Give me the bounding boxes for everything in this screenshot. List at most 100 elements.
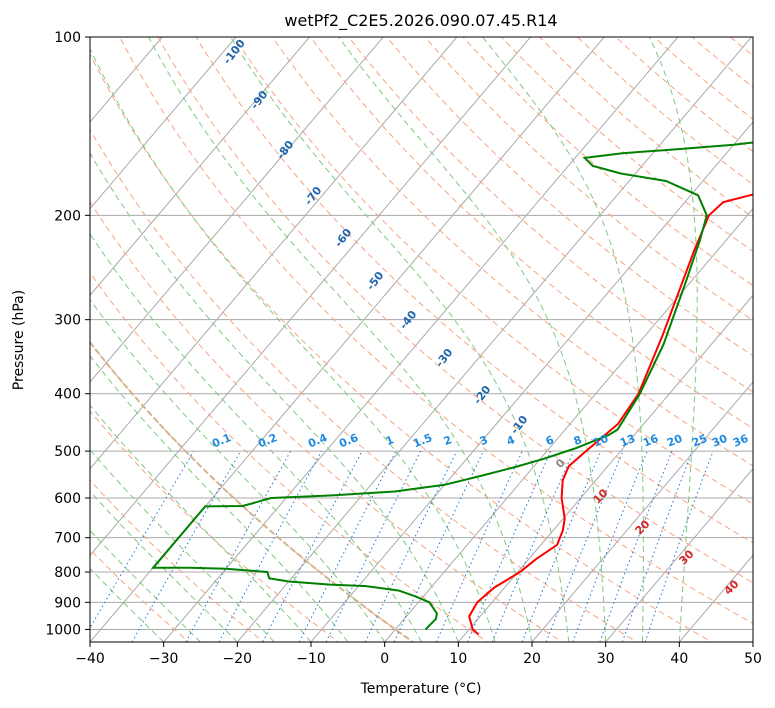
x-axis-label: Temperature (°C) <box>360 681 482 697</box>
isotherm-line <box>310 121 753 642</box>
x-tick-label: 40 <box>670 651 688 667</box>
isotherm-line <box>90 37 458 470</box>
x-axis: −40 −30 −20 −10 0 10 20 30 40 50 <box>75 642 762 667</box>
line-labels: -100-90-80-70-60-50-40-30-20-100.1 0.2 0.4… <box>210 37 750 598</box>
chart-title: wetPf2_C2E5.2026.090.07.45.R14 <box>284 11 557 31</box>
x-tick-label: −40 <box>75 651 105 667</box>
isotherm-line <box>236 37 752 642</box>
dry-adiabat-line <box>90 53 713 642</box>
mixing-ratio-line <box>298 450 397 642</box>
y-tick-label: 800 <box>54 565 81 581</box>
dry-adiabat-line <box>119 37 753 624</box>
isotherm-line <box>384 207 753 642</box>
dry-adiabat-line <box>90 410 340 642</box>
mixing-ratio-line <box>621 450 693 642</box>
mixing-ratio-line <box>491 450 574 642</box>
isotherm-label: -80 <box>274 138 297 162</box>
mixing-ratio-line <box>572 450 648 642</box>
moist-adiabat-line <box>90 47 496 642</box>
plot-frame <box>89 36 754 643</box>
moist-adiabat-line <box>338 37 607 642</box>
isotherm-label: -60 <box>332 226 355 250</box>
dry-adiabat-line <box>309 37 753 430</box>
isotherm-line <box>752 641 753 642</box>
y-tick-label: 900 <box>54 595 81 611</box>
y-tick-label: 1000 <box>45 622 81 638</box>
mixing-ratio-label: 30 <box>710 432 729 450</box>
dry-adiabat-line <box>90 548 190 642</box>
x-tick-label: 10 <box>449 651 467 667</box>
mixing-ratio-line <box>364 450 458 642</box>
dry-adiabat-line <box>348 37 753 393</box>
dry-adiabat-line <box>90 201 564 642</box>
moist-adiabat-line <box>90 490 238 642</box>
dry-adiabat-line <box>653 37 753 120</box>
y-axis-label: Pressure (hPa) <box>11 290 27 390</box>
moist-adiabat-line <box>230 37 570 642</box>
isotherm-line <box>163 37 679 642</box>
adiabat-label: 40 <box>722 577 742 597</box>
moist-adiabat-line <box>147 37 533 642</box>
y-tick-label: 600 <box>54 491 81 507</box>
isotherm-line <box>678 554 753 642</box>
dry-adiabat-line <box>576 37 753 185</box>
isotherm-label: -90 <box>248 88 271 112</box>
moist-adiabat-line <box>90 298 386 642</box>
x-tick-label: 30 <box>597 651 615 667</box>
mixing-ratio-label: 20 <box>665 432 684 450</box>
mixing-ratio-line <box>545 450 624 642</box>
isotherm-label: -40 <box>397 308 420 332</box>
mixing-ratio-label: 3 <box>478 433 490 448</box>
mixing-ratio-line <box>90 450 195 629</box>
moist-adiabat-line <box>90 355 349 642</box>
mixing-ratio-label: 16 <box>641 432 660 450</box>
dry-adiabat-line <box>90 479 265 642</box>
mixing-ratio-label: 0.4 <box>306 431 329 450</box>
dry-adiabat-line <box>233 37 753 505</box>
x-tick-label: 20 <box>523 651 541 667</box>
isotherm-label: -50 <box>364 269 387 293</box>
dry-adiabat-line <box>729 37 753 57</box>
background-lines <box>90 37 753 642</box>
y-tick-label: 300 <box>54 313 81 329</box>
temperature-profile <box>468 193 753 636</box>
isotherm-line <box>457 294 753 642</box>
dry-adiabat-line <box>691 37 753 88</box>
dry-adiabat-line <box>90 271 489 642</box>
dry-adiabat-line <box>462 37 753 287</box>
mixing-ratio-line <box>393 450 484 642</box>
mixing-ratio-label: 8 <box>572 433 584 448</box>
x-tick-label: 50 <box>744 651 762 667</box>
y-tick-label: 100 <box>54 30 81 46</box>
mixing-ratio-line <box>467 450 552 642</box>
dry-adiabat-line <box>538 37 753 219</box>
mixing-ratio-label: 13 <box>618 432 637 450</box>
mixing-ratio-label: 36 <box>731 432 750 450</box>
isotherm-line <box>531 381 753 642</box>
mixing-ratio-line <box>218 450 322 642</box>
dry-adiabat-line <box>271 37 753 467</box>
moist-adiabat-line <box>90 152 459 642</box>
dry-adiabat-line <box>195 37 753 544</box>
mixing-ratio-label: 25 <box>690 432 709 450</box>
y-tick-label: 400 <box>54 387 81 403</box>
mixing-ratio-line <box>185 450 292 642</box>
dry-adiabat-line <box>90 341 414 642</box>
mixing-ratio-label: 10 <box>591 432 610 450</box>
dry-adiabat-line <box>90 128 639 642</box>
mixing-ratio-line <box>599 450 673 642</box>
isotherm-line <box>90 37 531 557</box>
mixing-ratio-label: 6 <box>544 433 556 448</box>
y-tick-label: 700 <box>54 531 81 547</box>
x-tick-label: −30 <box>149 651 179 667</box>
x-tick-label: −20 <box>223 651 253 667</box>
isotherm-label: -20 <box>471 383 494 407</box>
y-tick-label: 200 <box>54 208 81 224</box>
y-axis: 100 200 300 400 500 600 700 800 900 1000 <box>45 30 90 638</box>
adiabat-label: 30 <box>677 547 697 567</box>
moist-adiabat-line <box>648 37 698 642</box>
moist-adiabat-line <box>90 404 312 642</box>
mixing-ratio-label: 0.1 <box>210 431 233 450</box>
mixing-ratio-label: 0.2 <box>256 431 279 450</box>
